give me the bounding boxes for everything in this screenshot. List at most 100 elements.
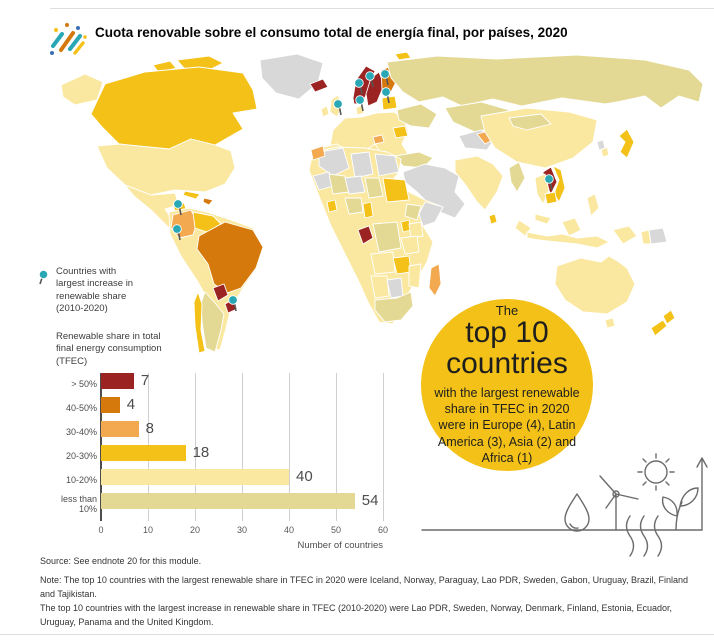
map-region	[202, 197, 214, 206]
map-region-ukraine	[396, 103, 438, 129]
map-region	[152, 60, 177, 74]
increase-pin-united-kingdom	[333, 99, 343, 116]
map-region	[549, 182, 553, 191]
renewables-decoration	[421, 453, 708, 557]
x-tick-label: 50	[330, 525, 342, 535]
map-region-india	[454, 155, 504, 211]
x-tick-label: 30	[236, 525, 248, 535]
map-region-libya	[350, 151, 374, 179]
map-region-madagascar	[428, 263, 442, 297]
map-region-sudan	[382, 177, 410, 203]
map-region-greenland	[259, 53, 324, 100]
map-region	[404, 203, 422, 221]
top10-highlight-circle: The top 10 countries with the largest re…	[421, 299, 593, 471]
map-region	[172, 224, 182, 234]
map-region	[650, 319, 668, 337]
footnote-2: The top 10 countries with the largest in…	[40, 603, 672, 627]
map-region	[370, 79, 374, 88]
bar-category-label: 20-30%	[65, 451, 97, 462]
bar-row: 54	[101, 492, 383, 509]
bar-value-label: 54	[361, 492, 379, 509]
bar-chart-category-labels: > 50% 40-50% 30-40% 20-30% 10-20% less than 1…	[55, 373, 97, 517]
water-drop-icon	[564, 493, 590, 532]
bar-chart: > 50% 40-50% 30-40% 20-30% 10-20% less than 1…	[55, 370, 400, 555]
bar	[101, 373, 134, 389]
map-region	[508, 161, 526, 193]
map-region	[173, 199, 183, 209]
map-region-brazil	[196, 221, 264, 294]
map-region-turkey	[394, 151, 434, 169]
map-region	[320, 105, 330, 118]
map-region	[326, 199, 338, 213]
map-region	[365, 71, 375, 81]
gridline	[289, 373, 290, 521]
map-region	[354, 78, 364, 88]
map-region-canada	[90, 66, 258, 150]
map-region	[408, 263, 422, 289]
map-region-austria	[372, 134, 385, 145]
map-region	[362, 201, 374, 219]
increase-pin-sweden	[365, 71, 375, 88]
map-region	[380, 69, 390, 79]
map-region	[360, 103, 364, 112]
sun-icon	[637, 453, 675, 491]
bar-row: 8	[101, 420, 383, 437]
increase-pin-uruguay	[228, 295, 238, 312]
map-region-gabon	[357, 225, 374, 245]
map-region-nigeria	[344, 197, 364, 215]
map-region	[600, 146, 610, 158]
plant-leaf-icon	[661, 487, 699, 531]
bar-value-label: 8	[145, 420, 154, 437]
gridline	[195, 373, 196, 521]
bar-value-label: 7	[140, 372, 150, 389]
map-region-china	[480, 107, 598, 169]
map-region-vietnam	[552, 165, 566, 203]
x-tick-label: 10	[142, 525, 154, 535]
circle-line-big1: top 10	[465, 315, 549, 349]
map-regions	[60, 52, 704, 354]
bar-chart-x-ticks: 0 10 20 30 40 50 60	[98, 525, 388, 537]
map-region-indonesia	[526, 231, 610, 249]
bar-chart-plot: 7 4 8 18 40 54	[100, 372, 384, 521]
map-region-cuba	[182, 190, 201, 200]
map-region	[400, 235, 420, 255]
map-region-iceland	[309, 78, 329, 93]
map-region-cambodia	[544, 191, 558, 205]
bar-value-label: 18	[192, 444, 210, 461]
map-region	[338, 107, 342, 116]
bar-row: 18	[101, 444, 383, 461]
gridline	[336, 373, 337, 521]
map-region	[604, 317, 616, 329]
bar-chart-rows: 7 4 8 18 40 54	[101, 372, 383, 509]
map-region-somalia	[418, 201, 444, 227]
map-region	[359, 86, 363, 95]
increase-pin-lao-pdr	[544, 174, 554, 191]
bar	[101, 469, 289, 485]
map-region-baltics	[381, 95, 398, 111]
increase-pin-finland	[380, 69, 390, 86]
map-region	[233, 303, 237, 312]
map-region-paraguay	[212, 283, 229, 302]
map-region	[176, 55, 224, 72]
map-pin-icon	[38, 270, 49, 285]
map-region-japan	[618, 128, 635, 159]
top-divider	[50, 8, 714, 9]
x-tick-label: 20	[189, 525, 201, 535]
bar	[101, 445, 186, 461]
gridline	[383, 373, 384, 521]
map-region-australia	[554, 255, 636, 315]
map-region	[385, 77, 389, 86]
geothermal-waves-icon	[625, 515, 663, 557]
map-region	[544, 174, 554, 184]
map-region	[394, 52, 412, 61]
map-region	[355, 95, 365, 105]
increase-pin-norway	[354, 78, 364, 95]
map-region-sri-lanka	[488, 213, 498, 225]
hatch-logo-icon	[50, 23, 87, 55]
map-region	[381, 87, 391, 97]
map-region	[228, 295, 238, 305]
pin-legend: Countries with largest increase in renew…	[37, 266, 157, 315]
map-region	[534, 213, 552, 225]
map-region-algeria	[318, 147, 350, 177]
